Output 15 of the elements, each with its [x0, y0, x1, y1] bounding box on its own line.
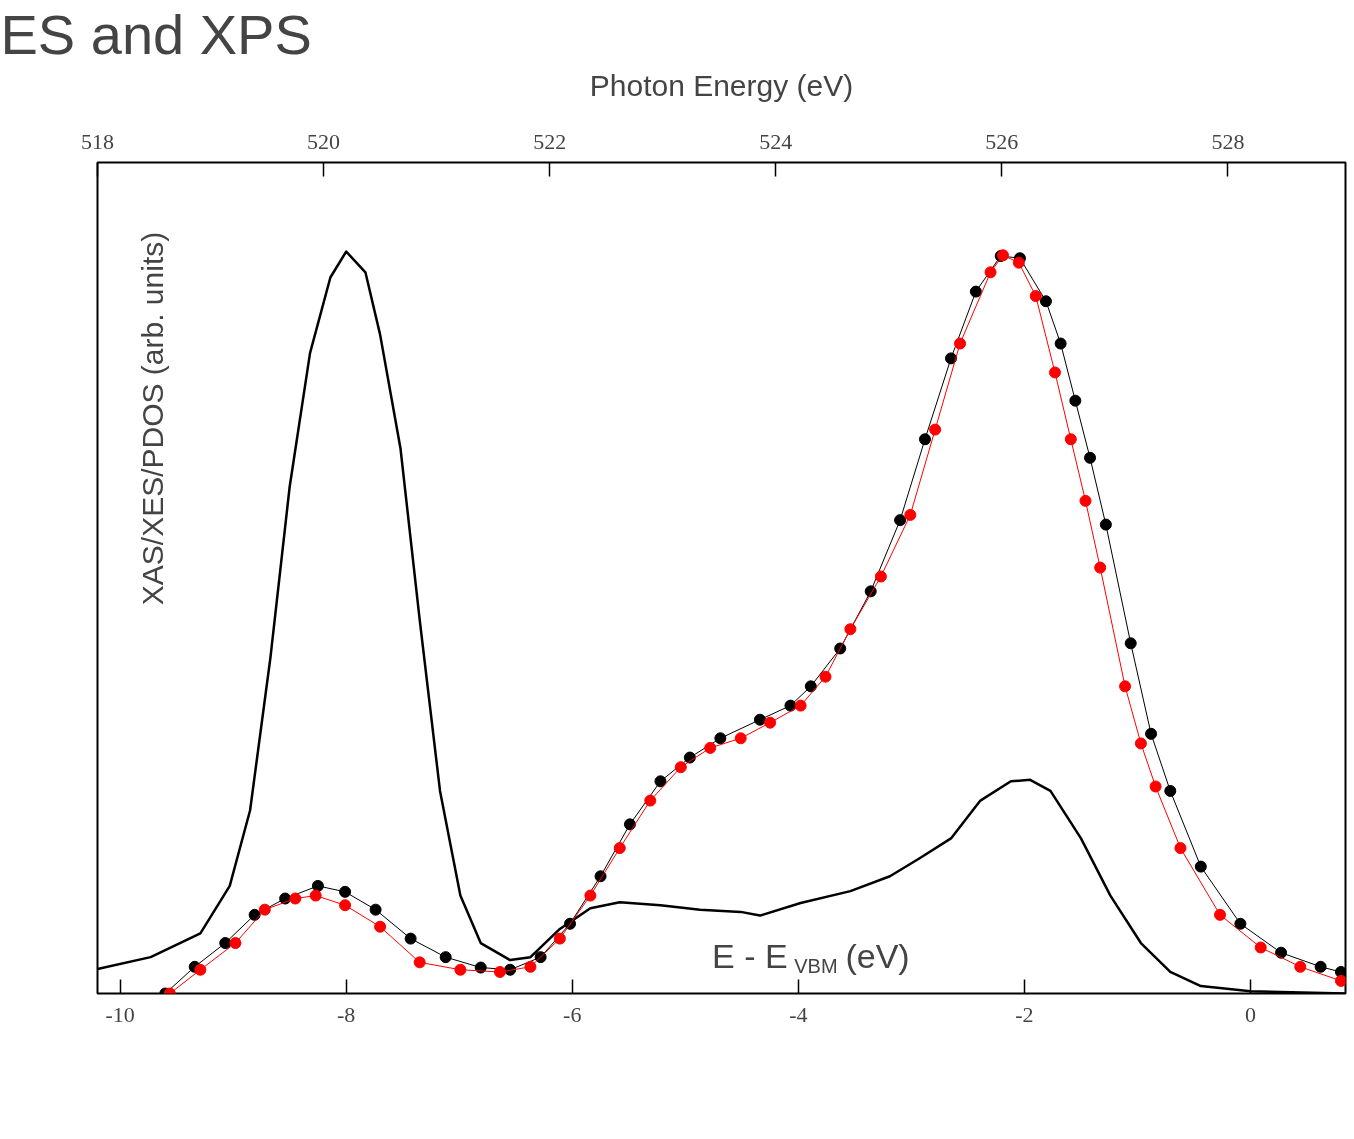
x2-tick-label: 526	[985, 128, 1019, 154]
y-axis-title: XAS/XES/PDOS (arb. units)	[136, 231, 169, 606]
x-tick-label: -8	[337, 1001, 356, 1027]
x-tick-label: -2	[1015, 1001, 1034, 1027]
x2-tick-label: 520	[307, 128, 341, 154]
x-tick-label: -4	[789, 1001, 808, 1027]
x-tick-label: -10	[105, 1001, 135, 1027]
x-tick-label: 0	[1245, 1001, 1257, 1027]
x2-tick-label: 528	[1211, 128, 1245, 154]
x2-axis-title: Photon Energy (eV)	[589, 68, 854, 102]
x2-tick-label: 522	[533, 128, 567, 154]
x-tick-label: -6	[563, 1001, 582, 1027]
chart-title: ES and XPS	[0, 2, 312, 66]
x2-tick-label: 524	[759, 128, 793, 154]
x2-tick-label: 518	[81, 128, 114, 154]
